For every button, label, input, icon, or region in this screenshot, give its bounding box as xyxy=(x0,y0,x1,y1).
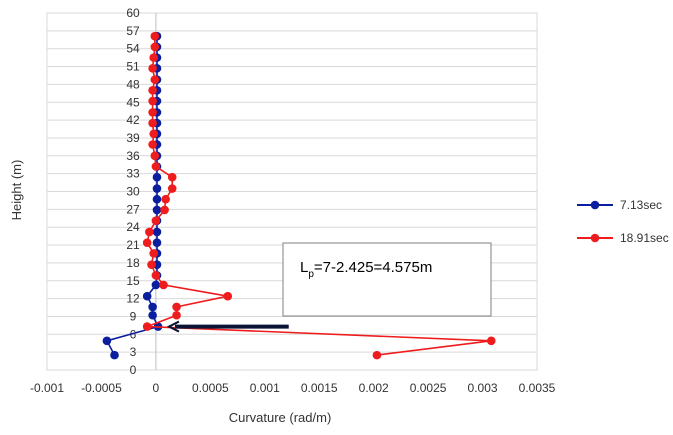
y-tick-label: 27 xyxy=(126,202,140,216)
data-point-series-2 xyxy=(148,140,157,149)
x-tick-label: -0.001 xyxy=(30,381,64,395)
annotation-main: L xyxy=(300,259,308,276)
data-point-series-2 xyxy=(161,194,170,204)
x-tick-label: 0.0025 xyxy=(410,381,447,395)
data-point-series-1 xyxy=(152,172,162,182)
legend-marker-2 xyxy=(590,233,600,243)
data-point-series-2 xyxy=(145,227,154,237)
x-tick-label: 0.0035 xyxy=(519,381,556,395)
y-tick-label: 36 xyxy=(126,149,140,163)
y-tick-label: 39 xyxy=(126,131,140,145)
data-point-series-1 xyxy=(152,227,162,237)
data-point-series-1 xyxy=(148,310,157,320)
data-point-series-2 xyxy=(151,162,161,171)
y-tick-label: 51 xyxy=(126,60,140,74)
data-point-series-2 xyxy=(151,271,161,280)
data-point-series-2 xyxy=(172,302,181,312)
y-tick-label: 33 xyxy=(126,167,140,181)
data-point-series-2 xyxy=(149,129,159,139)
data-point-series-1 xyxy=(151,280,161,290)
data-point-series-1 xyxy=(152,194,162,204)
data-point-series-2 xyxy=(142,322,152,331)
data-point-series-2 xyxy=(150,31,160,41)
y-tick-label: 45 xyxy=(126,95,140,109)
data-point-series-2 xyxy=(149,249,159,258)
data-point-series-2 xyxy=(148,108,157,117)
x-tick-label: 0 xyxy=(153,381,160,395)
axes-layer: 03691215182124273033363942454851545760-0… xyxy=(30,6,556,395)
data-point-series-1 xyxy=(142,291,152,301)
data-point-series-1 xyxy=(148,302,157,312)
y-tick-label: 0 xyxy=(130,363,137,377)
y-tick-label: 18 xyxy=(126,256,140,270)
y-tick-label: 21 xyxy=(126,238,140,252)
data-point-series-2 xyxy=(148,96,157,106)
annotation-layer: Lp=7-2.425=4.575m xyxy=(166,242,492,333)
y-tick-label: 15 xyxy=(126,274,140,288)
x-axis-title: Curvature (rad/m) xyxy=(229,410,332,425)
data-point-series-2 xyxy=(223,291,233,301)
data-point-series-2 xyxy=(147,260,156,269)
y-tick-label: 48 xyxy=(126,77,140,91)
data-point-series-2 xyxy=(172,310,181,320)
data-point-series-1 xyxy=(152,205,162,215)
data-point-series-2 xyxy=(150,151,160,161)
x-tick-label: -0.0005 xyxy=(81,381,122,395)
y-tick-label: 9 xyxy=(130,309,137,323)
data-point-series-2 xyxy=(167,172,177,182)
y-axis-title: Height (m) xyxy=(9,160,24,221)
data-point-series-2 xyxy=(149,53,159,62)
y-tick-label: 24 xyxy=(126,220,140,234)
data-point-series-1 xyxy=(152,184,162,193)
data-point-series-2 xyxy=(151,216,161,225)
legend-label-2: 18.91sec xyxy=(620,231,669,245)
data-point-series-2 xyxy=(372,350,382,360)
data-point-series-1 xyxy=(152,238,162,247)
y-tick-label: 54 xyxy=(126,42,140,56)
annotation-label: Lp=7-2.425=4.575m xyxy=(300,259,432,280)
data-point-series-2 xyxy=(167,184,177,193)
data-point-series-1 xyxy=(110,350,119,360)
series-layer xyxy=(102,31,496,360)
legend-marker-1 xyxy=(590,200,600,210)
x-tick-label: 0.001 xyxy=(250,381,280,395)
legend-label-1: 7.13sec xyxy=(620,198,662,212)
data-point-series-2 xyxy=(159,280,168,290)
y-tick-label: 42 xyxy=(126,113,140,127)
x-tick-label: 0.003 xyxy=(468,381,498,395)
y-tick-label: 3 xyxy=(130,345,137,359)
data-point-series-1 xyxy=(102,336,112,346)
x-tick-label: 0.002 xyxy=(359,381,389,395)
data-point-series-2 xyxy=(148,86,157,95)
annotation-subscript: p xyxy=(308,269,314,280)
data-point-series-2 xyxy=(150,75,160,84)
y-tick-label: 30 xyxy=(126,185,140,199)
data-point-series-2 xyxy=(160,205,169,215)
x-tick-label: 0.0005 xyxy=(192,381,229,395)
annotation-arrow-head xyxy=(166,320,180,333)
annotation-box xyxy=(282,242,492,317)
data-point-series-2 xyxy=(148,64,157,73)
data-point-series-2 xyxy=(148,118,157,128)
x-tick-label: 0.0015 xyxy=(301,381,338,395)
data-point-series-2 xyxy=(486,336,496,346)
y-tick-label: 60 xyxy=(126,6,140,20)
y-tick-label: 12 xyxy=(126,292,140,306)
y-tick-label: 57 xyxy=(126,24,140,38)
annotation-rest: =7-2.425=4.575m xyxy=(314,259,432,276)
data-point-series-2 xyxy=(142,238,152,247)
legend: 7.13sec 18.91sec xyxy=(577,198,669,245)
data-point-series-2 xyxy=(150,42,160,52)
